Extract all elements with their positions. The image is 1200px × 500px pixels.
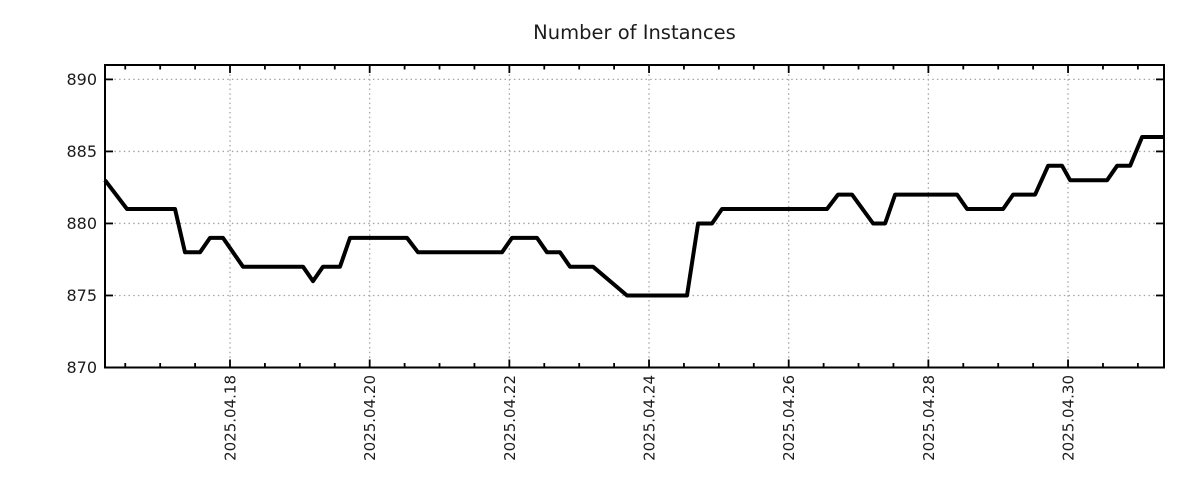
y-axis-tick-labels: 870 875 880 885 890 [66, 70, 97, 377]
y-tick-label: 890 [66, 70, 97, 89]
x-axis-tick-labels: 2025.04.18 2025.04.20 2025.04.22 2025.04.24… [222, 375, 1078, 461]
axis-ticks [105, 65, 1164, 369]
x-tick-label: 2025.04.24 [641, 375, 659, 461]
x-tick-label: 2025.04.18 [222, 375, 240, 461]
plot-border [104, 64, 1165, 369]
y-tick-label: 885 [66, 142, 97, 161]
y-tick-label: 880 [66, 214, 97, 233]
x-tick-label: 2025.04.20 [361, 375, 379, 461]
chart-title: Number of Instances [533, 21, 736, 44]
x-tick-label: 2025.04.28 [920, 375, 938, 461]
gridlines [105, 65, 1164, 368]
instances-series-line [103, 135, 1164, 298]
y-tick-label: 875 [66, 286, 97, 305]
x-tick-label: 2025.04.22 [501, 375, 519, 461]
x-tick-label: 2025.04.26 [780, 375, 798, 461]
y-tick-label: 870 [66, 358, 97, 377]
x-tick-label: 2025.04.30 [1060, 375, 1078, 461]
